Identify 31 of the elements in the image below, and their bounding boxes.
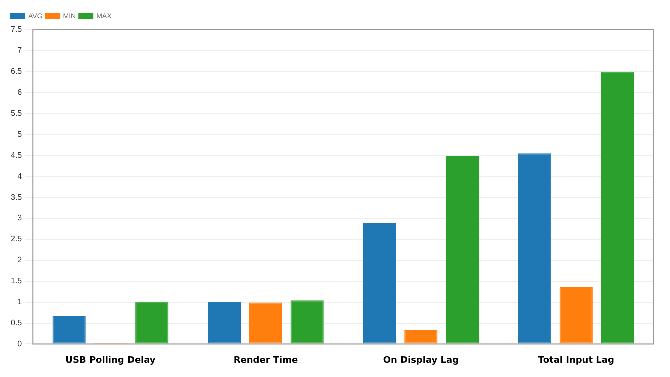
x-tick-label: Total Input Lag [538,356,614,366]
bar [518,154,552,344]
bar [249,302,283,344]
y-tick-label: 4.5 [10,150,23,160]
y-tick-label: 7 [18,46,23,56]
y-tick-label: 4 [18,172,23,181]
y-tick-label: 0 [18,339,23,348]
x-tick-label: Render Time [234,356,298,366]
y-tick-label: 5 [18,130,23,139]
y-tick-label: 1.5 [10,276,23,286]
y-tick-label: 0.5 [10,318,23,328]
y-tick-label: 5.5 [10,108,23,118]
y-tick-label: 6.5 [10,67,23,76]
y-tick-label: 3 [18,214,23,223]
y-tick-label: 1 [18,298,23,307]
bar [363,224,396,344]
bar [446,156,480,344]
bar [208,302,242,344]
y-tick-label: 6 [18,88,23,98]
bar [136,302,169,344]
y-tick-label: 3.5 [10,192,23,202]
y-tick-label: 2.5 [10,234,23,244]
bar [52,316,86,344]
bar [601,72,634,344]
x-tick-label: USB Polling Delay [66,356,156,366]
x-tick-label: On Display Lag [383,356,460,366]
bar [560,287,593,344]
y-tick-label: 2 [18,256,23,265]
bar [290,300,324,344]
y-tick-label: 7.5 [10,25,23,34]
bar [404,330,438,344]
